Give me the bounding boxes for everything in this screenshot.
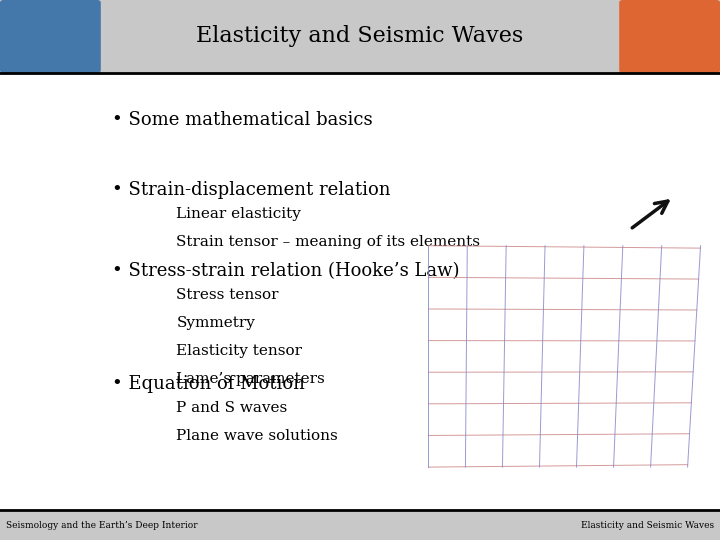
Text: Elasticity and Seismic Waves: Elasticity and Seismic Waves	[197, 25, 523, 48]
Text: Elasticity tensor: Elasticity tensor	[176, 344, 302, 358]
Text: Plane wave solutions: Plane wave solutions	[176, 429, 338, 443]
Text: P and S waves: P and S waves	[176, 401, 288, 415]
Text: • Some mathematical basics: • Some mathematical basics	[112, 111, 372, 129]
Bar	[0, 510, 720, 540]
Text: Stress tensor: Stress tensor	[176, 288, 279, 302]
Text: • Strain-displacement relation: • Strain-displacement relation	[112, 181, 390, 199]
Text: Seismology and the Earth’s Deep Interior: Seismology and the Earth’s Deep Interior	[6, 521, 197, 530]
Text: Linear elasticity: Linear elasticity	[176, 207, 301, 221]
Text: Strain tensor – meaning of its elements: Strain tensor – meaning of its elements	[176, 235, 480, 249]
Text: Symmetry: Symmetry	[176, 316, 256, 330]
Text: • Stress-strain relation (Hooke’s Law): • Stress-strain relation (Hooke’s Law)	[112, 262, 459, 280]
FancyBboxPatch shape	[619, 0, 720, 73]
FancyBboxPatch shape	[0, 0, 101, 73]
Text: Elasticity and Seismic Waves: Elasticity and Seismic Waves	[581, 521, 714, 530]
Bar	[0, 0, 720, 73]
Text: • Equation of Motion: • Equation of Motion	[112, 375, 305, 393]
Text: Lame’s parameters: Lame’s parameters	[176, 372, 325, 386]
